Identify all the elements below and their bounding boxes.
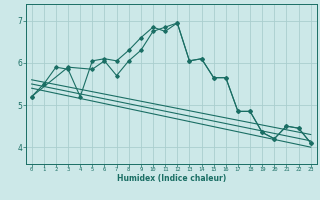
X-axis label: Humidex (Indice chaleur): Humidex (Indice chaleur) (116, 174, 226, 183)
